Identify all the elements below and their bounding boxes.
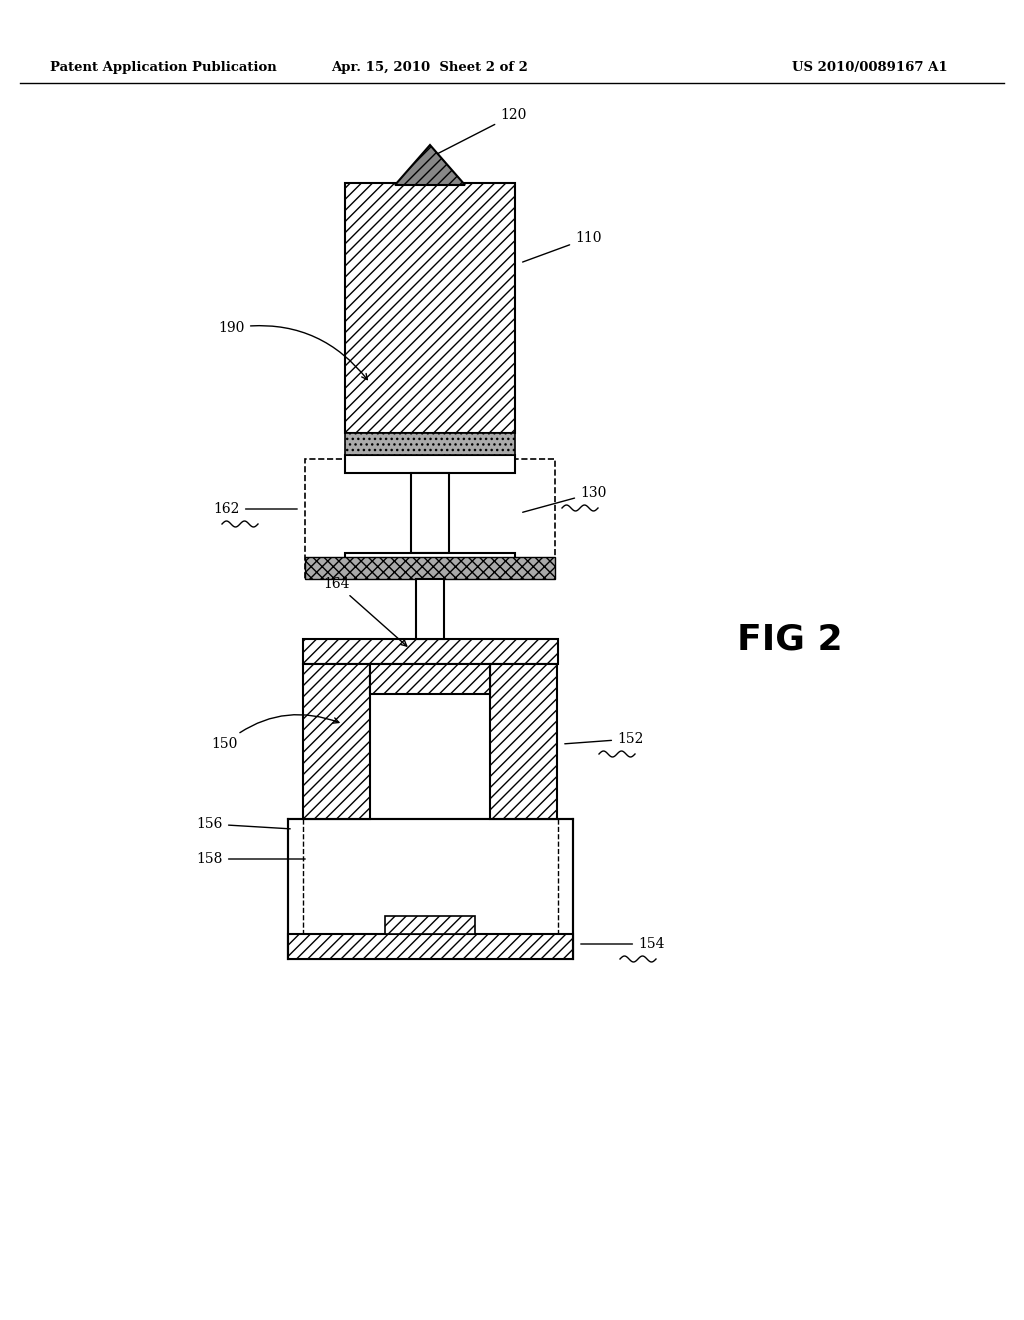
Text: 190: 190 <box>219 321 368 380</box>
Bar <box>345 433 515 455</box>
Bar <box>305 557 555 579</box>
Text: 150: 150 <box>212 714 339 751</box>
Bar <box>305 459 555 579</box>
Polygon shape <box>395 145 465 185</box>
Text: 164: 164 <box>324 577 407 645</box>
Text: 156: 156 <box>197 817 290 832</box>
Bar <box>288 935 573 960</box>
Bar <box>416 579 444 639</box>
Bar <box>345 455 515 473</box>
Text: Apr. 15, 2010  Sheet 2 of 2: Apr. 15, 2010 Sheet 2 of 2 <box>332 62 528 74</box>
Text: 158: 158 <box>197 851 305 866</box>
Bar <box>490 664 557 818</box>
Bar <box>345 553 515 572</box>
Text: 162: 162 <box>214 502 297 516</box>
Bar <box>288 818 573 960</box>
Bar <box>303 639 558 664</box>
Text: 152: 152 <box>565 733 643 746</box>
Bar <box>411 473 449 553</box>
Text: 110: 110 <box>522 231 601 263</box>
Bar <box>345 183 515 433</box>
Bar <box>303 664 370 818</box>
Text: Patent Application Publication: Patent Application Publication <box>50 62 276 74</box>
Text: US 2010/0089167 A1: US 2010/0089167 A1 <box>793 62 948 74</box>
Text: FIG 2: FIG 2 <box>737 623 843 657</box>
Text: 130: 130 <box>522 486 606 512</box>
Text: 154: 154 <box>581 937 665 950</box>
Bar <box>370 664 490 694</box>
Bar <box>385 916 475 935</box>
Text: 120: 120 <box>437 108 526 153</box>
